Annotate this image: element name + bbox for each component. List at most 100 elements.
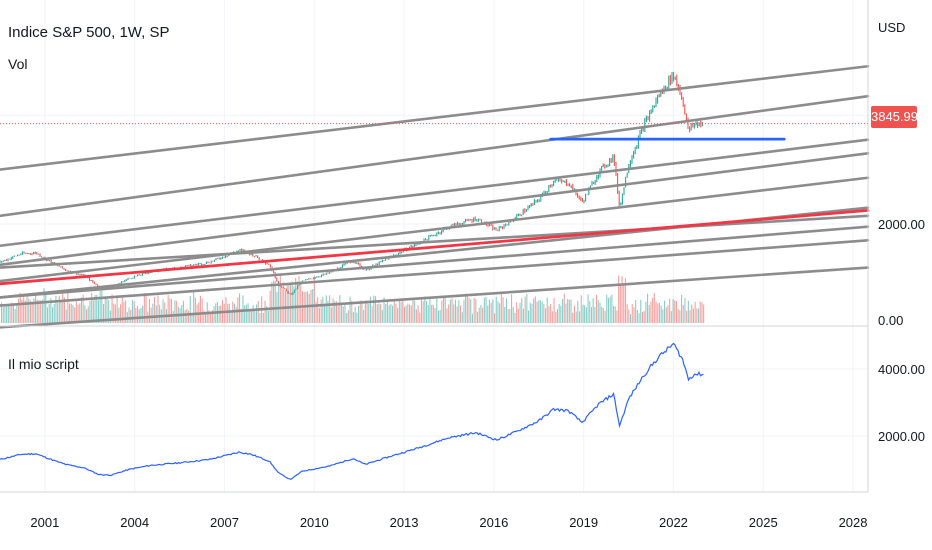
volume-bar <box>436 298 438 323</box>
volume-bar <box>324 303 326 323</box>
time-tick-label: 2016 <box>479 515 508 530</box>
volume-bar <box>267 310 269 323</box>
price-scale[interactable]: 2000.00 0.00 4000.00 2000.00 <box>878 217 925 444</box>
gray-trendline <box>0 138 870 248</box>
volume-bar <box>315 301 317 323</box>
volume-bar <box>94 295 96 323</box>
volume-bar <box>351 300 353 323</box>
volume-bar <box>252 305 254 323</box>
volume-bar <box>262 312 264 323</box>
volume-bar <box>383 297 385 323</box>
volume-bar <box>539 300 541 323</box>
time-tick-label: 2010 <box>300 515 329 530</box>
indicator-label[interactable]: Il mio script <box>8 356 79 372</box>
price-pane[interactable] <box>0 64 870 329</box>
time-tick-label: 2022 <box>659 515 688 530</box>
volume-bar <box>494 313 496 323</box>
volume-bar <box>409 304 411 323</box>
volume-bar <box>11 302 13 323</box>
volume-bar <box>635 300 637 323</box>
volume-bar <box>482 307 484 323</box>
volume-bar <box>148 299 150 323</box>
volume-bar <box>111 294 113 323</box>
volume-bar <box>664 300 666 323</box>
volume-bar <box>2 307 4 323</box>
volume-bar <box>689 310 691 323</box>
volume-bar <box>133 301 135 323</box>
volume-bar <box>154 296 156 323</box>
volume-bar <box>577 300 579 323</box>
time-scale[interactable]: 2001 2004 2007 2010 2013 2016 2019 2022 2025 2028 <box>30 515 867 530</box>
volume-bar <box>570 299 572 323</box>
volume-bar <box>313 275 315 323</box>
volume-bar <box>432 304 434 323</box>
volume-bar <box>131 300 133 323</box>
volume-bar <box>460 305 462 323</box>
volume-bar <box>193 292 195 323</box>
symbol-title[interactable]: Indice S&P 500, 1W, SP <box>8 24 170 41</box>
volume-bar <box>363 309 365 323</box>
currency-label: USD <box>878 20 906 35</box>
volume-bar <box>55 295 57 323</box>
volume-bar <box>614 306 616 323</box>
volume-bar <box>405 305 407 323</box>
volume-bar <box>75 301 77 323</box>
volume-bar <box>40 300 42 323</box>
volume-bar <box>327 300 329 323</box>
volume-bar <box>109 310 111 323</box>
volume-bar <box>385 304 387 323</box>
volume-bar <box>205 311 207 323</box>
volume-bar <box>488 299 490 323</box>
trendlines[interactable] <box>0 64 870 329</box>
volume-bar <box>395 303 397 323</box>
volume-bar <box>687 300 689 323</box>
volume-bar <box>21 300 23 323</box>
volume-bar <box>96 294 98 323</box>
volume-bar <box>463 300 465 323</box>
volume-bar <box>414 300 416 323</box>
gray-trendline <box>0 94 870 218</box>
volume-bar <box>167 295 169 323</box>
volume-bar <box>295 278 297 323</box>
volume-bar <box>534 296 536 323</box>
volume-bar <box>386 299 388 323</box>
volume-bar <box>594 307 596 323</box>
volume-bar <box>504 307 506 323</box>
volume-bar <box>188 310 190 323</box>
volume-bar <box>24 300 26 323</box>
volume-bar <box>108 300 110 323</box>
volume-bar <box>546 297 548 323</box>
volume-bar <box>116 296 118 323</box>
volume-bar <box>257 301 259 323</box>
volume-bar <box>264 300 266 323</box>
volume-bar <box>191 312 193 323</box>
volume-bar <box>437 310 439 323</box>
volume-bar <box>660 305 662 323</box>
volume-bar <box>691 304 693 323</box>
volume-bar <box>325 295 327 323</box>
volume-bar <box>45 294 47 323</box>
volume-bar <box>266 306 268 323</box>
volume-bar <box>548 306 550 323</box>
volume-bar <box>453 304 455 323</box>
volume-bar <box>694 301 696 323</box>
volume-bar <box>640 299 642 323</box>
price-tick-label: 0.00 <box>878 313 903 328</box>
volume-bar <box>361 300 363 323</box>
volume-bar <box>553 298 555 323</box>
volume-bar <box>242 295 244 323</box>
indicator-pane[interactable] <box>0 342 704 480</box>
volume-bar <box>443 296 445 323</box>
volume-bar <box>368 303 370 323</box>
volume-bar <box>587 294 589 323</box>
volume-bar <box>618 275 620 323</box>
volume-label[interactable]: Vol <box>8 56 28 72</box>
volume-bar <box>273 280 275 323</box>
volume-bar <box>524 296 526 323</box>
volume-bar <box>218 306 220 323</box>
volume-bar <box>647 293 649 323</box>
volume-bar <box>62 293 64 323</box>
volume-bar <box>35 294 37 323</box>
volume-bar <box>18 298 20 323</box>
